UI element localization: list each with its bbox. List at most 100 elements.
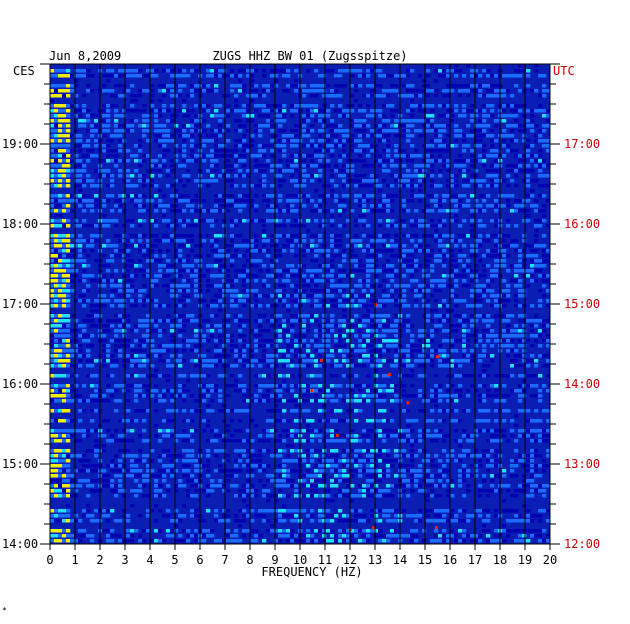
spectrogram-cell: [410, 344, 415, 348]
spectrogram-cell: [474, 314, 479, 318]
spectrogram-cell: [450, 194, 455, 198]
spectrogram-cell: [234, 359, 239, 363]
spectrogram-cell: [238, 194, 243, 198]
spectrogram-cell: [538, 419, 543, 423]
spectrogram-cell: [374, 349, 379, 353]
spectrogram-cell: [106, 109, 111, 113]
spectrogram-cell: [286, 264, 291, 268]
spectrogram-cell: [414, 344, 419, 348]
spectrogram-cell: [494, 409, 499, 413]
spectrogram-cell: [474, 69, 479, 73]
spectrogram-cell: [534, 199, 539, 203]
spectrogram-cell: [518, 344, 523, 348]
spectrogram-cell: [306, 279, 311, 283]
spectrogram-cell: [58, 234, 63, 238]
spectrogram-cell: [426, 124, 431, 128]
spectrogram-cell: [154, 169, 159, 173]
spectrogram-cell: [286, 294, 291, 298]
spectrogram-cell: [286, 269, 291, 273]
spectrogram-cell: [442, 259, 447, 263]
spectrogram-cell: [266, 419, 271, 423]
spectrogram-cell: [114, 164, 119, 168]
spectrogram-cell: [418, 349, 423, 353]
spectrogram-cell: [458, 254, 463, 258]
spectrogram-cell: [154, 219, 159, 223]
spectrogram-cell: [194, 259, 199, 263]
spectrogram-cell: [530, 319, 535, 323]
spectrogram-cell: [350, 149, 355, 153]
spectrogram-cell: [130, 344, 135, 348]
spectrogram-cell: [226, 274, 231, 278]
spectrogram-cell: [62, 119, 67, 123]
spectrogram-cell: [54, 254, 59, 258]
spectrogram-cell: [94, 399, 99, 403]
spectrogram-cell: [394, 269, 399, 273]
spectrogram-cell: [522, 319, 527, 323]
spectrogram-cell: [518, 409, 523, 413]
spectrogram-cell: [106, 389, 111, 393]
spectrogram-cell: [410, 119, 415, 123]
spectrogram-cell: [142, 114, 147, 118]
spectrogram-cell: [478, 224, 483, 228]
spectrogram-cell: [50, 234, 55, 238]
spectrogram-cell: [374, 389, 379, 393]
spectrogram-cell: [454, 324, 459, 328]
spectrogram-cell: [414, 359, 419, 363]
spectrogram-cell: [54, 164, 59, 168]
spectrogram-cell: [82, 339, 87, 343]
spectrogram-cell: [330, 104, 335, 108]
spectrogram-cell: [506, 144, 511, 148]
spectrogram-cell: [162, 84, 167, 88]
spectrogram-cell: [546, 334, 551, 338]
spectrogram-cell: [238, 154, 243, 158]
spectrogram-cell: [462, 109, 467, 113]
spectrogram-cell: [234, 354, 239, 358]
spectrogram-cell: [130, 184, 135, 188]
spectrogram-cell: [274, 209, 279, 213]
spectrogram-cell: [274, 164, 279, 168]
spectrogram-cell: [382, 149, 387, 153]
spectrogram-cell: [114, 249, 119, 253]
spectrogram-cell: [186, 219, 191, 223]
spectrogram-cell: [206, 389, 211, 393]
spectrogram-cell: [234, 389, 239, 393]
spectrogram-cell: [474, 249, 479, 253]
spectrogram-cell: [258, 364, 263, 368]
spectrogram-cell: [302, 339, 307, 343]
spectrogram-cell: [214, 239, 219, 243]
spectrogram-cell: [454, 264, 459, 268]
spectrogram-cell: [514, 264, 519, 268]
spectrogram-cell: [222, 154, 227, 158]
spectrogram-cell: [314, 149, 319, 153]
spectrogram-cell: [222, 324, 227, 328]
spectrogram-cell: [106, 329, 111, 333]
spectrogram-cell: [454, 214, 459, 218]
spectrogram-cell: [114, 269, 119, 273]
spectrogram-cell: [58, 124, 63, 128]
spectrogram-cell: [218, 394, 223, 398]
spectrogram-cell: [238, 269, 243, 273]
spectrogram-cell: [126, 274, 131, 278]
spectrogram-cell: [294, 224, 299, 228]
spectrogram-cell: [162, 144, 167, 148]
spectrogram-cell: [350, 294, 355, 298]
spectrogram-cell: [470, 274, 475, 278]
spectrogram-cell: [114, 339, 119, 343]
spectrogram-cell: [406, 419, 411, 423]
spectrogram-cell: [486, 204, 491, 208]
spectrogram-cell: [286, 239, 291, 243]
spectrogram-cell: [278, 269, 283, 273]
spectrogram-cell: [114, 254, 119, 258]
spectrogram-cell: [478, 244, 483, 248]
spectrogram-cell: [62, 84, 67, 88]
spectrogram-cell: [542, 244, 547, 248]
spectrogram-cell: [330, 179, 335, 183]
spectrogram-cell: [154, 409, 159, 413]
spectrogram-cell: [230, 409, 235, 413]
spectrogram-cell: [158, 114, 163, 118]
spectrogram-cell: [486, 324, 491, 328]
spectrogram-cell: [58, 69, 63, 73]
spectrogram-cell: [378, 159, 383, 163]
spectrogram-cell: [534, 109, 539, 113]
spectrogram-cell: [114, 334, 119, 338]
